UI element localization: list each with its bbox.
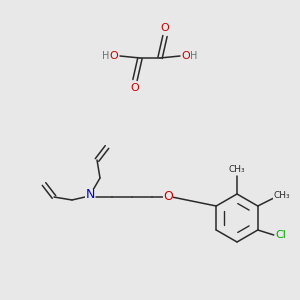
Text: Cl: Cl — [275, 230, 286, 240]
Text: O: O — [110, 51, 118, 61]
Text: CH₃: CH₃ — [229, 166, 245, 175]
Text: O: O — [182, 51, 190, 61]
Text: CH₃: CH₃ — [274, 191, 290, 200]
Text: O: O — [160, 23, 169, 33]
Text: N: N — [85, 188, 95, 202]
Text: O: O — [130, 83, 140, 93]
Text: H: H — [102, 51, 110, 61]
Text: O: O — [163, 190, 173, 203]
Text: H: H — [190, 51, 198, 61]
